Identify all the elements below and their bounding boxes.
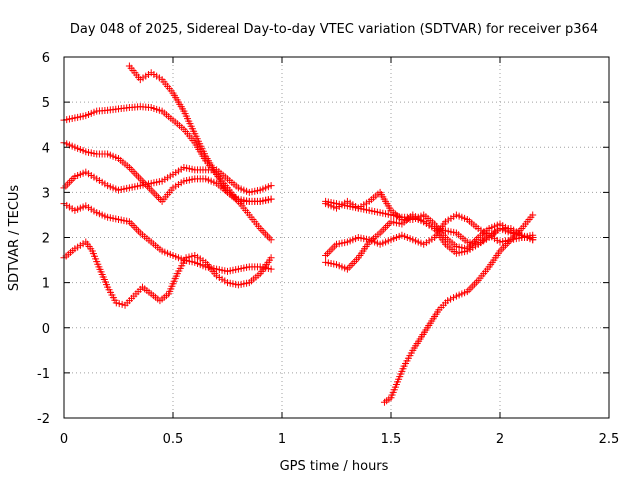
data-point xyxy=(444,297,452,305)
data-point-interp xyxy=(351,258,359,266)
data-point-interp xyxy=(118,300,126,308)
data-point-interp xyxy=(382,223,390,231)
data-point xyxy=(267,265,275,273)
y-tick-label: 0 xyxy=(42,322,50,337)
y-tick-label: 5 xyxy=(42,96,50,111)
data-point-interp xyxy=(323,250,331,258)
y-tick-label: -1 xyxy=(37,367,50,382)
x-axis-label: GPS time / hours xyxy=(280,459,389,474)
y-tick-label: 1 xyxy=(42,277,50,292)
data-point-interp xyxy=(471,280,479,288)
x-tick-label: 1 xyxy=(278,432,286,447)
data-point-interp xyxy=(498,245,506,253)
data-point-interp xyxy=(62,182,70,190)
data-point-interp xyxy=(145,184,153,192)
series-arc3 xyxy=(60,139,275,205)
y-tick-label: 2 xyxy=(42,232,50,247)
data-point-interp xyxy=(383,221,391,229)
data-point-interp xyxy=(151,190,159,198)
data-point xyxy=(322,252,330,260)
series-arc2 xyxy=(60,103,275,244)
y-tick-label: 6 xyxy=(42,51,50,66)
data-point-interp xyxy=(465,286,473,294)
series-arc8 xyxy=(322,211,537,260)
data-point-interp xyxy=(134,227,142,235)
data-point-interp xyxy=(188,252,196,260)
data-point-interp xyxy=(131,223,139,231)
data-point-interp xyxy=(500,243,508,251)
series-arc4 xyxy=(60,164,275,196)
data-point xyxy=(112,299,120,307)
data-point-interp xyxy=(129,167,137,175)
data-point-interp xyxy=(115,300,123,308)
x-tick-label: 0 xyxy=(60,432,68,447)
data-point xyxy=(267,195,275,203)
y-tick-label: 3 xyxy=(42,186,50,201)
data-marks xyxy=(60,62,537,406)
data-point-interp xyxy=(378,227,386,235)
data-point-interp xyxy=(134,173,142,181)
data-point xyxy=(529,236,537,244)
data-point xyxy=(267,254,275,262)
data-point-interp xyxy=(129,221,137,229)
data-point-interp xyxy=(447,295,455,303)
data-point-interp xyxy=(153,192,161,200)
data-point-interp xyxy=(345,263,353,271)
y-tick-labels: -2 -1 0 1 2 3 4 5 6 xyxy=(37,51,50,427)
data-point-interp xyxy=(347,261,355,269)
series-arc10 xyxy=(322,197,537,257)
x-tick-labels: 0 0.5 1 1.5 2 2.5 xyxy=(60,432,619,447)
data-point-interp xyxy=(131,169,139,177)
data-point-interp xyxy=(260,228,268,236)
data-point-interp xyxy=(380,225,388,233)
data-point xyxy=(182,254,190,262)
y-tick-label: -2 xyxy=(37,412,50,427)
data-point xyxy=(267,182,275,190)
x-tick-label: 2.5 xyxy=(599,432,620,447)
data-point xyxy=(267,236,275,244)
x-tick-label: 1.5 xyxy=(381,432,402,447)
x-tick-label: 0.5 xyxy=(163,432,184,447)
data-point-interp xyxy=(263,232,271,240)
data-point-interp xyxy=(265,234,273,242)
data-point-interp xyxy=(69,174,77,182)
data-point-interp xyxy=(516,226,524,234)
data-point-interp xyxy=(185,253,193,261)
grid-lines xyxy=(64,57,609,418)
y-axis-label: SDTVAR / TECUs xyxy=(7,185,22,292)
data-point-interp xyxy=(467,284,475,292)
series-arc11 xyxy=(380,211,537,406)
data-point-interp xyxy=(138,177,146,185)
data-point-interp xyxy=(325,248,333,256)
data-point-interp xyxy=(133,171,141,179)
data-point-interp xyxy=(472,278,480,286)
data-point-interp xyxy=(64,180,72,188)
data-point-interp xyxy=(327,246,335,254)
data-point-interp xyxy=(352,256,360,264)
x-tick-label: 2 xyxy=(496,432,504,447)
data-point-interp xyxy=(65,178,73,186)
y-tick-label: 4 xyxy=(42,141,50,156)
data-point-interp xyxy=(149,188,157,196)
data-point-interp xyxy=(349,259,357,267)
data-point-interp xyxy=(385,220,393,228)
data-point-interp xyxy=(472,235,480,243)
axis-ticks xyxy=(63,56,610,419)
data-point-interp xyxy=(133,225,141,233)
data-point-interp xyxy=(127,165,135,173)
data-point-interp xyxy=(154,194,162,202)
data-point-interp xyxy=(258,226,266,234)
series-arc5 xyxy=(60,200,275,275)
data-point-interp xyxy=(67,176,75,184)
data-point-interp xyxy=(329,244,337,252)
chart-title: Day 048 of 2025, Sidereal Day-to-day VTE… xyxy=(70,22,598,37)
data-point xyxy=(529,211,537,219)
data-point-interp xyxy=(469,282,477,290)
data-point-interp xyxy=(449,294,457,302)
data-point-interp xyxy=(262,230,270,238)
data-point xyxy=(136,175,144,183)
series-arc6 xyxy=(60,238,275,309)
